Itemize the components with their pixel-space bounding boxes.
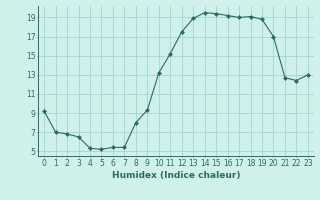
X-axis label: Humidex (Indice chaleur): Humidex (Indice chaleur): [112, 171, 240, 180]
